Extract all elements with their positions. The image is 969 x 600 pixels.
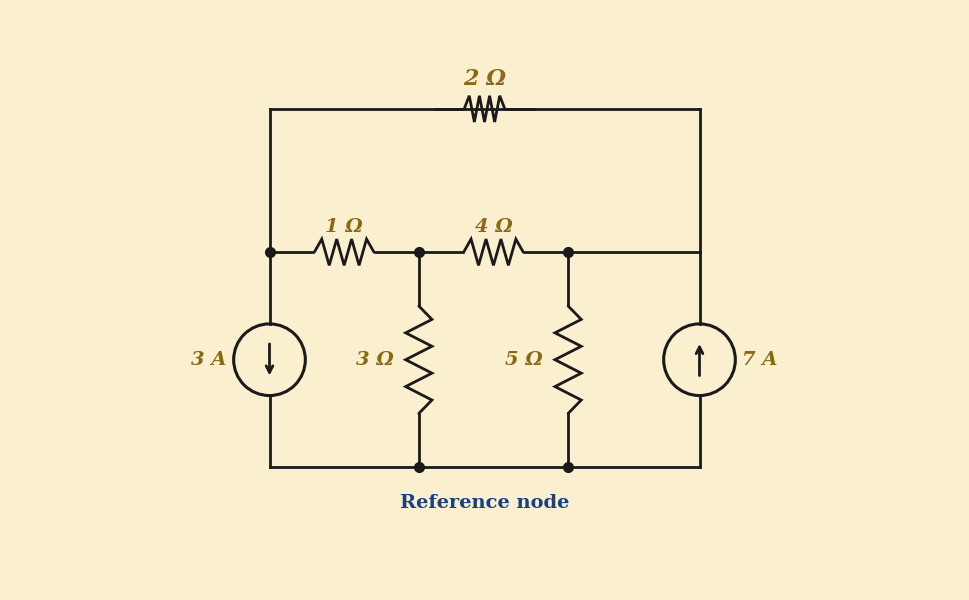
Text: 1 Ω: 1 Ω	[326, 218, 363, 236]
Text: Reference node: Reference node	[400, 494, 569, 512]
Text: 3 A: 3 A	[191, 351, 227, 369]
Text: 2 Ω: 2 Ω	[463, 68, 506, 90]
Text: 4 Ω: 4 Ω	[475, 218, 513, 236]
Text: 3 Ω: 3 Ω	[356, 351, 393, 369]
Text: 7 A: 7 A	[742, 351, 778, 369]
Text: 5 Ω: 5 Ω	[505, 351, 543, 369]
